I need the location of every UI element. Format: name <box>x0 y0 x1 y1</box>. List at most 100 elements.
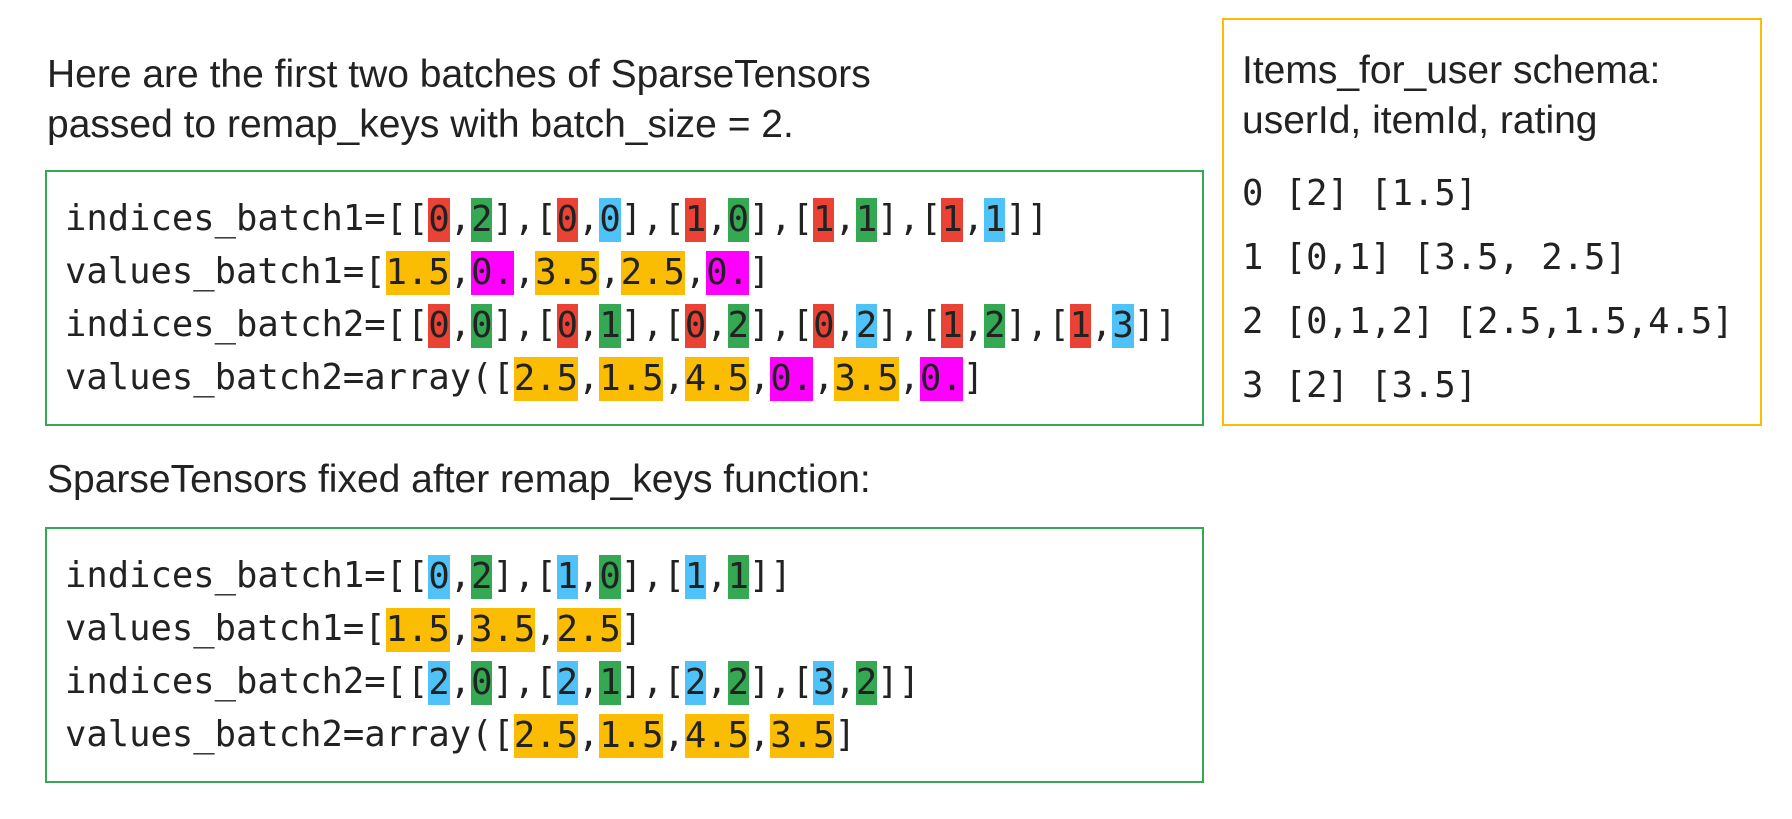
highlight-blue: 0 <box>599 198 621 242</box>
code-text: , <box>449 555 472 596</box>
code-text: , <box>577 357 600 398</box>
code-line-indices-batch1: indices_batch1=[[0,2],[0,0],[1,0],[1,1],… <box>65 192 1202 245</box>
code-text: , <box>834 304 856 345</box>
code-text: ],[ <box>620 555 685 596</box>
code-text: ],[ <box>620 198 685 239</box>
code-text: , <box>706 555 728 596</box>
code-text: , <box>748 714 771 755</box>
highlight-yellow: 2.5 <box>513 357 578 401</box>
code-text: , <box>706 198 728 239</box>
highlight-blue: 1 <box>556 555 578 599</box>
code-line-values-batch2: values_batch2=array([2.5,1.5,4.5,0.,3.5,… <box>65 351 1202 404</box>
highlight-blue: 3 <box>813 661 835 705</box>
code-text: , <box>706 304 728 345</box>
intro-caption-line-2: passed to remap_keys with batch_size = 2… <box>47 103 794 146</box>
highlight-green: 2 <box>471 198 493 242</box>
highlight-blue: 3 <box>1112 304 1134 348</box>
code-text: , <box>1090 304 1113 345</box>
code-text: ]] <box>1133 304 1177 345</box>
code-text: , <box>577 304 600 345</box>
schema-row: 2 [0,1,2] [2.5,1.5,4.5] <box>1242 301 1734 342</box>
highlight-green: 1 <box>599 661 621 705</box>
code-line-indices-batch2: indices_batch2=[[0,0],[0,1],[0,2],[0,2],… <box>65 298 1202 351</box>
code-text: , <box>577 661 600 702</box>
code-text: ] <box>834 714 856 755</box>
code-text: , <box>577 714 600 755</box>
code-text: ]] <box>1005 198 1049 239</box>
code-text: indices_batch2=[[ <box>65 304 429 345</box>
code-text: , <box>898 357 920 398</box>
code-text: ]] <box>877 661 920 702</box>
code-text: indices_batch1=[[ <box>65 198 429 239</box>
code-text: ] <box>748 251 771 292</box>
code-text: , <box>577 555 600 596</box>
code-text: ],[ <box>492 661 557 702</box>
code-text: , <box>684 251 707 292</box>
highlight-yellow: 1.5 <box>385 251 450 295</box>
highlight-red: 0 <box>428 198 450 242</box>
code-line-indices-batch1: indices_batch1=[[0,2],[1,0],[1,1]] <box>65 549 1202 602</box>
highlight-green: 0 <box>727 198 749 242</box>
after-remap-code-block: indices_batch1=[[0,2],[1,0],[1,1]] values… <box>45 527 1204 783</box>
code-text: , <box>535 608 557 649</box>
highlight-red: 0 <box>556 304 578 348</box>
highlight-blue: 2 <box>684 661 707 705</box>
highlight-blue: 1 <box>684 555 707 599</box>
code-text: , <box>663 357 685 398</box>
code-text: , <box>834 198 856 239</box>
highlight-blue: 2 <box>855 304 878 348</box>
code-text: ],[ <box>748 661 814 702</box>
highlight-magenta: 0. <box>919 357 963 401</box>
highlight-red: 0 <box>813 304 835 348</box>
highlight-magenta: 0. <box>471 251 514 295</box>
code-text: ] <box>962 357 985 398</box>
highlight-green: 1 <box>855 198 878 242</box>
code-text: , <box>962 198 985 239</box>
highlight-red: 1 <box>1069 304 1091 348</box>
code-text: ],[ <box>748 304 814 345</box>
code-text: values_batch1=[ <box>65 608 386 649</box>
schema-row: 3 [2] [3.5] <box>1242 365 1478 406</box>
code-text: , <box>449 304 472 345</box>
code-text: values_batch1=[ <box>65 251 386 292</box>
highlight-green: 0 <box>599 555 621 599</box>
code-text: ] <box>620 608 643 649</box>
code-text: , <box>449 251 472 292</box>
highlight-magenta: 0. <box>770 357 814 401</box>
code-text: , <box>834 661 856 702</box>
highlight-red: 0 <box>428 304 450 348</box>
code-text: values_batch2=array([ <box>65 357 514 398</box>
code-line-values-batch1: values_batch1=[1.5,0.,3.5,2.5,0.] <box>65 245 1202 298</box>
code-text: ],[ <box>492 304 557 345</box>
highlight-green: 2 <box>984 304 1006 348</box>
highlight-green: 2 <box>855 661 878 705</box>
schema-row: 0 [2] [1.5] <box>1242 173 1478 214</box>
highlight-red: 0 <box>684 304 707 348</box>
highlight-yellow: 1.5 <box>385 608 450 652</box>
code-text: ],[ <box>877 198 942 239</box>
highlight-red: 1 <box>684 198 707 242</box>
highlight-yellow: 1.5 <box>599 357 664 401</box>
highlight-blue: 0 <box>428 555 450 599</box>
code-text: values_batch2=array([ <box>65 714 514 755</box>
code-text: , <box>599 251 621 292</box>
highlight-green: 1 <box>727 555 749 599</box>
highlight-yellow: 1.5 <box>599 714 664 758</box>
highlight-yellow: 3.5 <box>535 251 600 295</box>
highlight-yellow: 2.5 <box>556 608 621 652</box>
code-line-indices-batch2: indices_batch2=[[2,0],[2,1],[2,2],[3,2]] <box>65 655 1202 708</box>
code-text: , <box>513 251 536 292</box>
highlight-red: 0 <box>556 198 578 242</box>
highlight-blue: 2 <box>428 661 450 705</box>
code-text: ]] <box>748 555 792 596</box>
code-line-values-batch1: values_batch1=[1.5,3.5,2.5] <box>65 602 1202 655</box>
highlight-yellow: 4.5 <box>684 357 749 401</box>
intro-caption: Here are the first two batches of Sparse… <box>47 50 1167 150</box>
highlight-magenta: 0. <box>706 251 749 295</box>
highlight-yellow: 2.5 <box>513 714 578 758</box>
code-text: indices_batch1=[[ <box>65 555 429 596</box>
highlight-yellow: 4.5 <box>684 714 749 758</box>
code-text: ],[ <box>620 304 685 345</box>
highlight-green: 2 <box>727 661 749 705</box>
highlight-green: 2 <box>471 555 493 599</box>
